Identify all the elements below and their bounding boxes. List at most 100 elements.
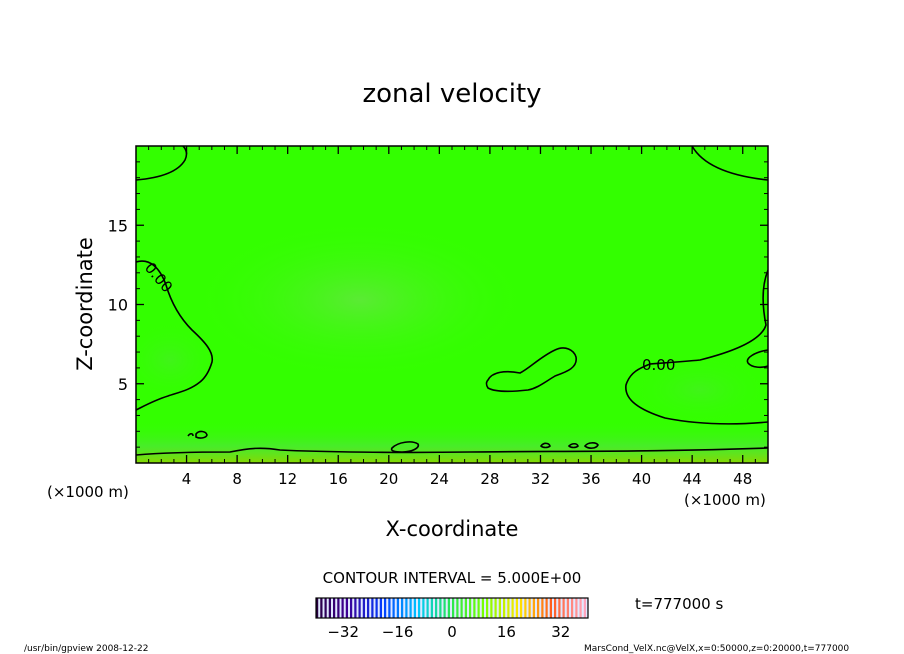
x-tick-label-2: 12	[278, 470, 297, 488]
x-tick-label-9: 40	[632, 470, 651, 488]
contour-loop-right-edge	[746, 349, 768, 369]
colorbar-tick-label-3: 16	[497, 623, 516, 641]
colorbar-segment	[469, 598, 472, 618]
contour-bottom	[136, 447, 768, 456]
colorbar-segment	[520, 598, 523, 618]
contour-small-c	[187, 432, 194, 437]
colorbar-segment	[401, 598, 404, 618]
colorbar-segment	[528, 598, 531, 618]
colorbar-stripe	[365, 598, 367, 618]
field-patch-right	[630, 355, 768, 425]
x-tick-label-1: 8	[232, 470, 242, 488]
colorbar-stripe	[403, 598, 406, 618]
colorbar-segment	[333, 598, 336, 618]
colorbar-segment	[367, 598, 370, 618]
colorbar-stripe	[484, 598, 486, 618]
contour-small-d	[539, 442, 551, 449]
colorbar-stripe	[331, 598, 333, 618]
colorbar-segment	[396, 598, 400, 618]
colorbar-segment	[371, 598, 374, 618]
footer-right: MarsCond_VelX.nc@VelX,x=0:50000,z=0:2000…	[584, 644, 849, 654]
colorbar-stripe	[390, 598, 393, 618]
colorbar-segment	[571, 598, 574, 618]
colorbar-segment	[435, 598, 438, 618]
colorbar-segment	[413, 598, 417, 618]
colorbar-segment	[503, 598, 506, 618]
colorbar-segment	[375, 598, 378, 618]
colorbar-segment	[320, 598, 323, 618]
colorbar-stripe	[352, 598, 355, 618]
colorbar-segment	[473, 598, 476, 618]
colorbar-segment	[515, 598, 519, 618]
colorbar-tick-label-2: 0	[447, 623, 457, 641]
colorbar-stripe	[348, 598, 350, 618]
contour-small-b	[195, 430, 208, 439]
colorbar-stripe	[394, 598, 397, 618]
colorbar-segment	[409, 598, 412, 618]
colorbar-segment	[562, 598, 565, 618]
colorbar-stripe	[428, 598, 431, 618]
x-tick-label-8: 36	[581, 470, 600, 488]
colorbar-stripe	[573, 598, 576, 618]
colorbar-stripe	[377, 598, 380, 618]
colorbar-stripe	[569, 598, 571, 618]
colorbar-stripe	[475, 598, 478, 618]
chart-title: zonal velocity	[362, 79, 541, 109]
colorbar-stripe	[407, 598, 410, 618]
colorbar-segment	[579, 598, 582, 618]
colorbar	[316, 598, 588, 618]
colorbar-segment	[549, 598, 553, 618]
colorbar-stripe	[462, 598, 465, 618]
colorbar-segment	[507, 598, 510, 618]
colorbar-segment	[524, 598, 527, 618]
colorbar-segment	[439, 598, 442, 618]
colorbar-segment	[452, 598, 455, 618]
x-tick-label-11: 48	[733, 470, 752, 488]
colorbar-stripe	[326, 598, 329, 618]
x-tick-label-0: 4	[182, 470, 192, 488]
x-tick-label-4: 20	[379, 470, 398, 488]
colorbar-segment	[405, 598, 408, 618]
colorbar-segment	[430, 598, 434, 618]
field-patch-left	[136, 320, 220, 400]
colorbar-segment	[324, 598, 327, 618]
colorbar-stripe	[535, 598, 537, 618]
colorbar-stripe	[360, 598, 363, 618]
colorbar-segment	[379, 598, 383, 618]
colorbar-stripe	[496, 598, 499, 618]
colorbar-stripe	[513, 598, 516, 618]
colorbar-segment	[566, 598, 570, 618]
colorbar-segment	[443, 598, 446, 618]
colorbar-stripe	[424, 598, 427, 618]
colorbar-stripe	[450, 598, 452, 618]
colorbar-stripe	[518, 598, 520, 618]
colorbar-stripe	[356, 598, 359, 618]
heatmap-field	[136, 146, 768, 463]
colorbar-stripe	[369, 598, 372, 618]
colorbar-stripe	[382, 598, 384, 618]
colorbar-stripe	[339, 598, 342, 618]
colorbar-segment	[460, 598, 463, 618]
y-axis: 5 10 15	[108, 161, 768, 448]
colorbar-segment	[316, 598, 319, 618]
colorbar-segment	[537, 598, 540, 618]
colorbar-stripe	[471, 598, 474, 618]
colorbar-segment	[362, 598, 366, 618]
y-tick-label-0: 5	[118, 375, 128, 394]
x-tick-label-7: 32	[531, 470, 550, 488]
contour-interval-label: CONTOUR INTERVAL = 5.000E+00	[323, 569, 582, 587]
colorbar-stripe	[386, 598, 389, 618]
colorbar-segment	[583, 598, 587, 618]
colorbar-segment	[392, 598, 395, 618]
colorbar-ticks: −32 −16 0 16 32	[327, 623, 570, 641]
time-label: t=777000 s	[635, 595, 723, 613]
colorbar-segment	[350, 598, 353, 618]
colorbar-segment	[345, 598, 349, 618]
footer-left: /usr/bin/gpview 2008-12-22	[24, 644, 148, 654]
colorbar-stripe	[479, 598, 482, 618]
x-axis: 4 8 12 16 20 24 28 32 36 40 44 48	[148, 146, 756, 488]
colorbar-segment	[337, 598, 340, 618]
x-tick-label-3: 16	[329, 470, 348, 488]
colorbar-segment	[328, 598, 332, 618]
colorbar-stripe	[445, 598, 448, 618]
